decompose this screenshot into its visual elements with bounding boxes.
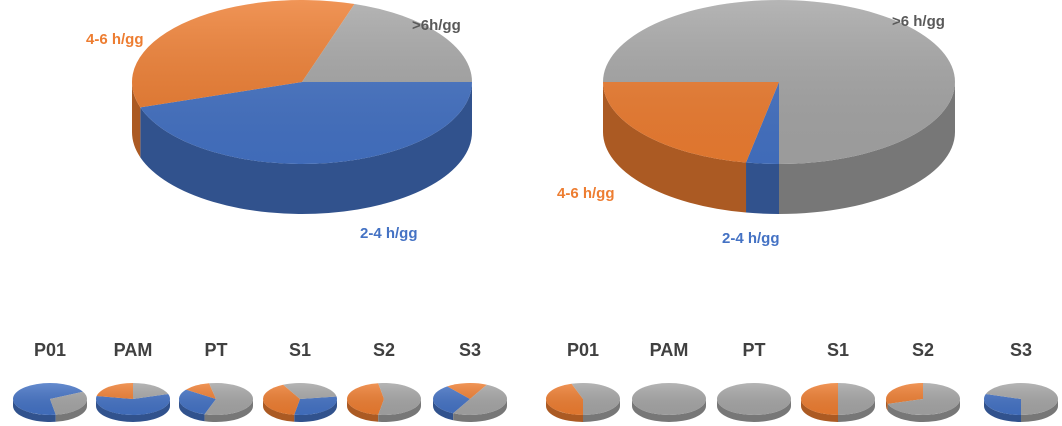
pie-13-sheen [984,383,1058,415]
pie-3-sheen [96,383,170,415]
pie-0-sheen [132,0,472,164]
pie-chart-3 [96,383,171,422]
pie-1-label-2: >6 h/gg [892,13,945,30]
pie-12-side-1 [886,399,888,411]
pie-chart-2 [13,383,88,422]
small-pie-title-0: P01 [34,340,66,360]
small-pie-title-6: P01 [567,340,599,360]
pie-1-label-1: 4-6 h/gg [557,185,615,202]
pie-0-side-0 [140,82,473,214]
pie-4-sheen [179,383,253,415]
pie-0-label-0: 2-4 h/gg [360,225,418,242]
pie-8-sheen [546,383,620,415]
pie-3-side-0 [96,399,170,422]
pie-6-side-2 [378,399,421,422]
pie-11-side-2 [838,399,875,422]
pie-5-side-1 [263,399,295,422]
small-pie-title-9: S1 [827,340,849,360]
pie-13-side-2 [1021,399,1058,422]
small-pie-title-7: PAM [650,340,689,360]
pie-9-side-2 [632,399,706,422]
pie-7-sheen [433,383,507,415]
pie-chart-0 [131,0,473,214]
pie-chart-11 [801,383,875,422]
pie-0-side-1 [132,82,141,158]
pie-2-sheen [13,383,87,415]
pie-1-label-0: 2-4 h/gg [722,230,780,247]
small-pie-title-10: S2 [912,340,934,360]
pie-5-side-0 [294,399,337,422]
small-pie-title-4: S2 [373,340,395,360]
pie-2-side-2 [55,399,87,422]
pie-chart-4 [178,383,253,423]
pie-chart-7 [432,383,508,422]
pie-10-sheen [717,383,791,415]
pie-11-side-1 [801,399,838,422]
small-pie-title-1: PAM [114,340,153,360]
pie-12-side-2 [887,399,960,422]
pie-chart-1 [603,0,955,214]
pie-chart-13 [984,383,1059,422]
pie-chart-5 [263,383,337,422]
pie-2-side-0 [13,399,56,422]
pie-chart-12 [886,383,960,422]
pie-8-side-1 [546,399,583,422]
pie-6-sheen [347,383,421,415]
labels-layer: 2-4 h/gg 4-6 h/gg >6h/gg 2-4 h/gg 4-6 h/gg >6… [34,13,1032,360]
small-pie-title-2: PT [204,340,227,360]
pie-8-side-2 [583,399,620,422]
pie-0-label-2: >6h/gg [412,17,461,34]
pie-4-side-0 [179,399,205,422]
pie-1-side-2 [779,82,955,214]
small-pie-title-5: S3 [459,340,481,360]
pie-1-side-1 [603,82,747,213]
pie-0-label-1: 4-6 h/gg [86,31,144,48]
pie-1-side-0 [746,162,779,214]
small-pie-title-11: S3 [1010,340,1032,360]
pie-11-sheen [801,383,875,415]
pie-12-sheen [886,383,960,415]
pie-1-sheen [603,0,955,164]
pie-chart-10 [717,383,791,422]
pie-6-side-1 [347,399,379,422]
pie-10-side-2 [717,399,791,422]
small-pie-title-3: S1 [289,340,311,360]
pie-9-sheen [632,383,706,415]
pie-chart-6 [347,383,422,422]
pie-chart-9 [632,383,706,422]
pie-5-sheen [263,383,337,415]
pie-7-side-2 [453,399,507,422]
pie-13-side-0 [984,399,1021,422]
small-pie-title-8: PT [742,340,765,360]
pie-chart-8 [545,383,620,422]
pie-4-side-2 [204,399,253,423]
pie-7-side-0 [433,399,454,421]
pies-layer [13,0,1059,423]
